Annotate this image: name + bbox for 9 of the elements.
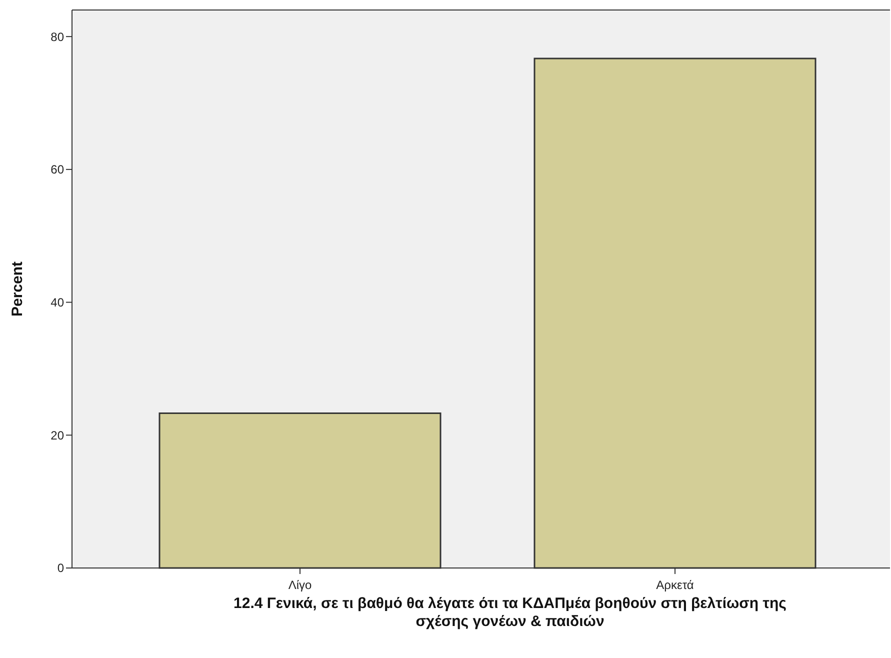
x-axis-title: 12.4 Γενικά, σε τι βαθμό θα λέγατε ότι τα ΚΔΑΠμέα βοηθούν στη βελτίωση της σχέσης γονέων & παιδιών bbox=[234, 595, 787, 630]
y-tick-label: 40 bbox=[50, 295, 64, 310]
y-tick-label: 80 bbox=[50, 30, 64, 44]
y-axis-title: Percent bbox=[9, 261, 26, 317]
x-tick-label: Λίγο bbox=[288, 578, 312, 592]
x-tick-label: Αρκετά bbox=[656, 578, 694, 592]
y-tick-label: 60 bbox=[50, 162, 64, 177]
y-tick-label: 20 bbox=[50, 428, 64, 442]
y-tick-label: 0 bbox=[57, 561, 64, 576]
